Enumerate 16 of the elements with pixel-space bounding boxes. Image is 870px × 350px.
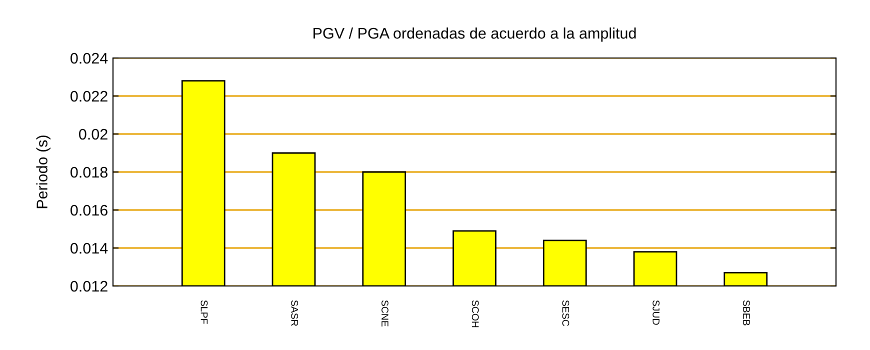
y-axis-title: Periodo (s) bbox=[36, 136, 50, 208]
x-tick-label: SCOH bbox=[472, 300, 479, 328]
x-tick-label: SJUD bbox=[652, 300, 660, 325]
y-tick-label: 0.018 bbox=[70, 166, 108, 178]
y-tick-label: 0.024 bbox=[70, 52, 108, 64]
x-tick-label: SBEB bbox=[743, 300, 750, 326]
x-tick-label: SLPF bbox=[200, 300, 208, 324]
x-tick-label: SCNE bbox=[382, 300, 388, 326]
x-tick-label: SESC bbox=[562, 300, 570, 326]
x-tick-label: SASR bbox=[291, 300, 298, 326]
y-tick-label: 0.02 bbox=[79, 128, 108, 140]
chart-title: PGV / PGA ordenadas de acuerdo a la amplitud bbox=[314, 27, 636, 42]
y-tick-label: 0.022 bbox=[70, 90, 108, 102]
y-tick-label: 0.014 bbox=[70, 242, 108, 254]
y-tick-label: 0.016 bbox=[70, 204, 108, 216]
y-tick-label: 0.012 bbox=[70, 280, 108, 292]
